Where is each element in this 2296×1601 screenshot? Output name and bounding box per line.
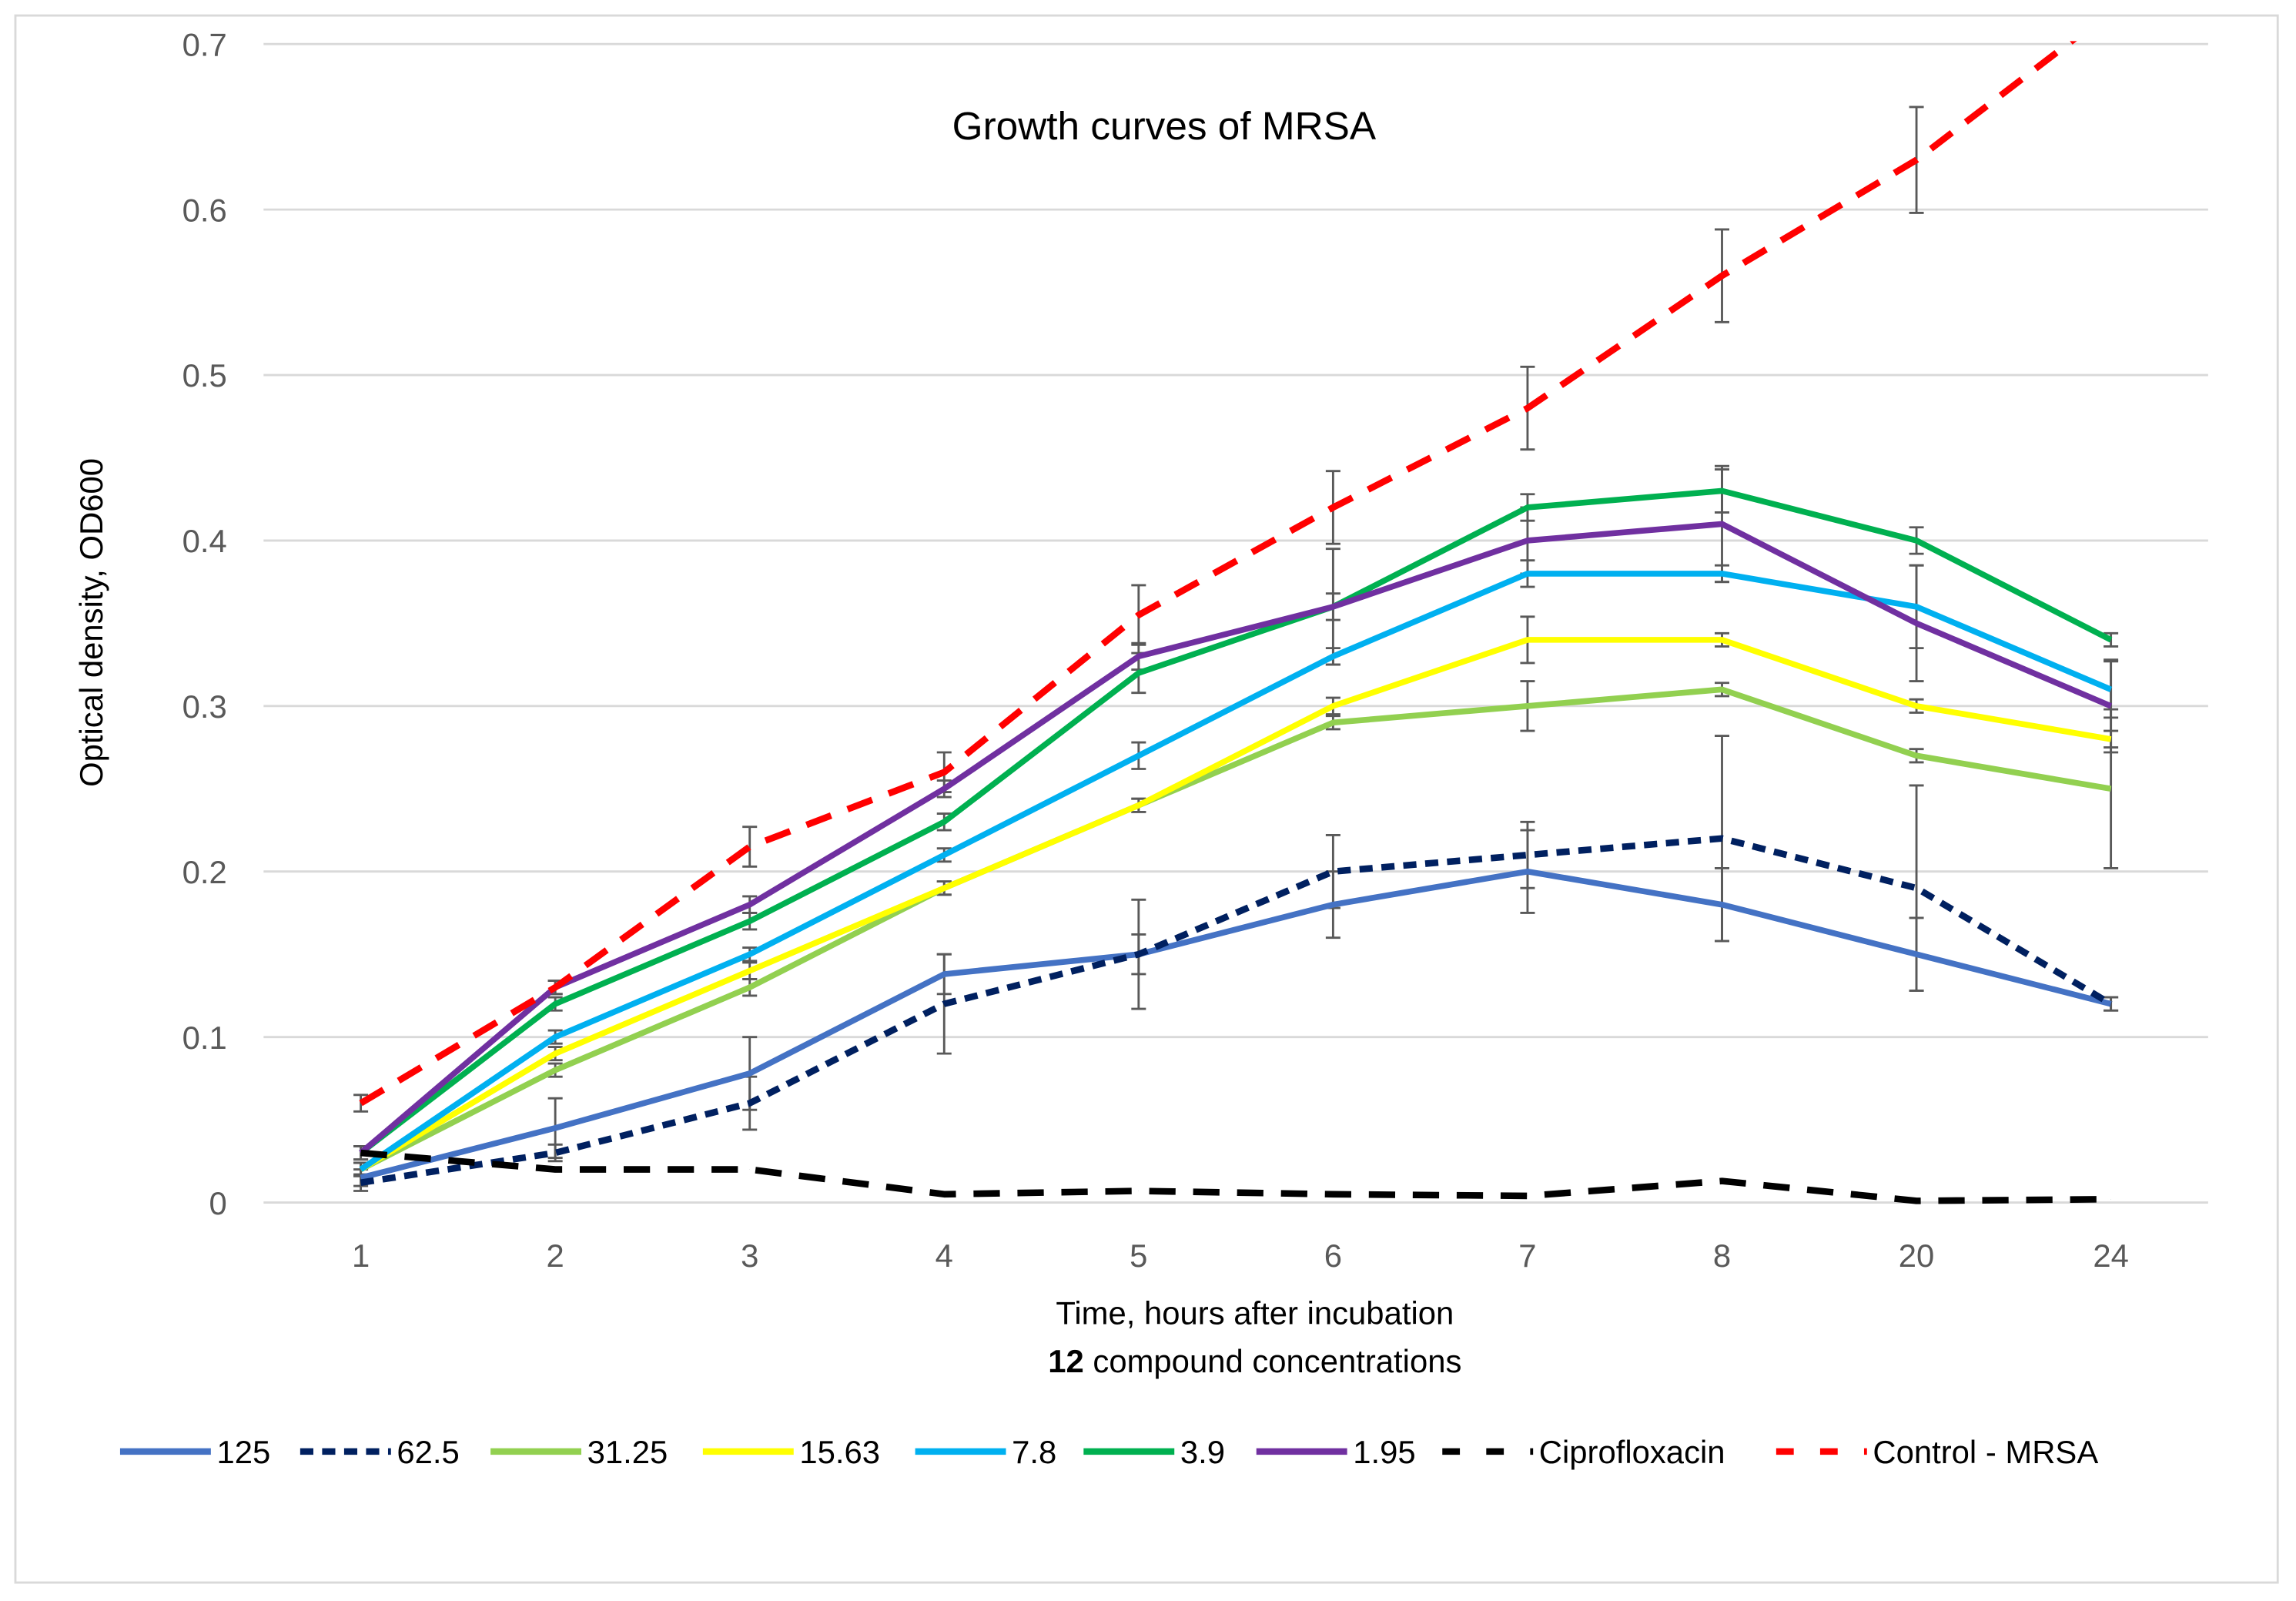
y-axis-ticks: 0 0.1 0.2 0.3 0.4 0.5 0.6 0.7 — [182, 26, 227, 1221]
x-tick-label: 24 — [2093, 1238, 2129, 1274]
legend-label: Ciprofloxacin — [1539, 1434, 1725, 1470]
legend-item: 1.95 — [1256, 1434, 1416, 1470]
x-tick-label: 1 — [352, 1238, 370, 1274]
x-tick-label: 7 — [1518, 1238, 1536, 1274]
chart-title: Growth curves of MRSA — [952, 104, 1377, 148]
series-line-7-8 — [359, 571, 2113, 1172]
legend-label: 15.63 — [799, 1434, 880, 1470]
legend-label: 3.9 — [1180, 1434, 1225, 1470]
series-line-125 — [360, 868, 2112, 1181]
legend-item: 7.8 — [915, 1434, 1056, 1470]
legend-item: 62.5 — [300, 1434, 460, 1470]
legend-label: 31.25 — [587, 1434, 668, 1470]
series-line-control-mrsa — [359, 41, 2077, 1107]
series-line-31-25 — [359, 686, 2112, 1172]
series-line-15-63 — [359, 637, 2112, 1172]
x-tick-label: 8 — [1713, 1238, 1731, 1274]
x-axis-ticks: 1 2 3 4 5 6 7 8 20 24 — [352, 1238, 2129, 1274]
legend-item: Control - MRSA — [1776, 1434, 2098, 1470]
y-tick-label: 0 — [209, 1185, 227, 1221]
series-line-62-5 — [360, 835, 2113, 1186]
x-axis-label-line2: 12 compound concentrations — [1048, 1343, 1461, 1379]
legend-item: Ciprofloxacin — [1442, 1434, 1725, 1470]
series-line-1-95 — [359, 521, 2113, 1155]
y-tick-label: 0.1 — [182, 1020, 227, 1056]
x-tick-label: 20 — [1899, 1238, 1935, 1274]
x-tick-label: 6 — [1324, 1238, 1342, 1274]
legend-item: 15.63 — [702, 1434, 880, 1470]
x-axis-label: Time, hours after incubation — [1056, 1295, 1454, 1331]
legend-item: 31.25 — [490, 1434, 668, 1470]
y-tick-label: 0.3 — [182, 688, 227, 725]
x-tick-label: 4 — [935, 1238, 953, 1274]
legend: 125 62.5 31.25 15.63 7.8 3.9 1.95 Ciprofloxacin… — [119, 1434, 2098, 1470]
y-tick-label: 0.7 — [182, 26, 227, 62]
legend-item: 3.9 — [1083, 1434, 1225, 1470]
legend-label: 1.95 — [1353, 1434, 1415, 1470]
x-axis-label-rest: compound concentrations — [1084, 1343, 1462, 1379]
legend-label: 125 — [216, 1434, 270, 1470]
series-line-3-9 — [359, 487, 2113, 1156]
y-tick-label: 0.5 — [182, 357, 227, 394]
series-lines — [359, 41, 2113, 1204]
legend-label: 62.5 — [397, 1434, 459, 1470]
series-line-ciprofloxacin — [360, 1149, 2111, 1204]
y-tick-label: 0.2 — [182, 854, 227, 890]
y-tick-label: 0.6 — [182, 192, 227, 228]
x-tick-label: 5 — [1130, 1238, 1147, 1274]
legend-item: 125 — [119, 1434, 270, 1470]
legend-label: 7.8 — [1012, 1434, 1056, 1470]
x-tick-label: 3 — [741, 1238, 758, 1274]
y-tick-label: 0.4 — [182, 523, 227, 559]
y-axis-label: Optical density, OD600 — [73, 458, 109, 787]
legend-label: Control - MRSA — [1873, 1434, 2098, 1470]
x-axis-label-bold: 12 — [1048, 1343, 1084, 1379]
x-tick-label: 2 — [547, 1238, 564, 1274]
